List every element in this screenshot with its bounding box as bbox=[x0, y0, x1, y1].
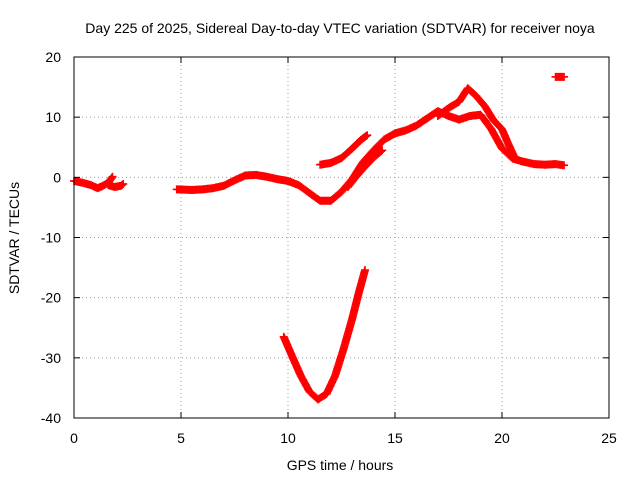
x-tick-label: 20 bbox=[494, 430, 510, 446]
series-arc-cross bbox=[343, 146, 387, 191]
x-tick-label: 0 bbox=[70, 430, 78, 446]
data-point bbox=[560, 72, 569, 81]
y-tick-label: 10 bbox=[45, 109, 61, 125]
y-tick-label: 20 bbox=[45, 49, 61, 65]
data-point bbox=[560, 161, 569, 170]
data-point bbox=[107, 173, 116, 182]
series-arc-dip bbox=[279, 265, 370, 404]
x-axis-label: GPS time / hours bbox=[287, 457, 394, 473]
data-point bbox=[119, 179, 128, 188]
x-tick-label: 15 bbox=[387, 430, 403, 446]
data-point bbox=[510, 154, 519, 163]
data-point bbox=[118, 180, 127, 189]
series-arc-high-late bbox=[551, 72, 569, 81]
chart-title: Day 225 of 2025, Sidereal Day-to-day VTE… bbox=[85, 20, 595, 36]
series-arc-main bbox=[172, 107, 569, 205]
y-axis: -40 -30 -20 -10 0 10 20 bbox=[41, 49, 609, 426]
series-arc-12h bbox=[316, 131, 372, 169]
x-axis: 0 5 10 15 20 25 bbox=[70, 57, 617, 446]
gridlines bbox=[74, 57, 609, 418]
series-arc-early-2 bbox=[104, 179, 128, 191]
y-tick-label: -10 bbox=[41, 230, 61, 246]
data-points bbox=[70, 72, 569, 404]
data-point bbox=[362, 132, 371, 141]
y-tick-label: 0 bbox=[53, 169, 61, 185]
y-axis-label: SDTVAR / TECUs bbox=[6, 182, 22, 294]
y-tick-label: -20 bbox=[41, 290, 61, 306]
x-tick-label: 25 bbox=[601, 430, 617, 446]
data-point bbox=[108, 172, 117, 181]
data-point bbox=[363, 131, 372, 140]
x-tick-label: 5 bbox=[177, 430, 185, 446]
y-tick-label: -40 bbox=[41, 410, 61, 426]
y-tick-label: -30 bbox=[41, 350, 61, 366]
series-arc-upper bbox=[433, 84, 519, 163]
data-point bbox=[361, 265, 370, 274]
data-point bbox=[377, 147, 386, 156]
data-point bbox=[378, 146, 387, 155]
x-tick-label: 10 bbox=[280, 430, 296, 446]
